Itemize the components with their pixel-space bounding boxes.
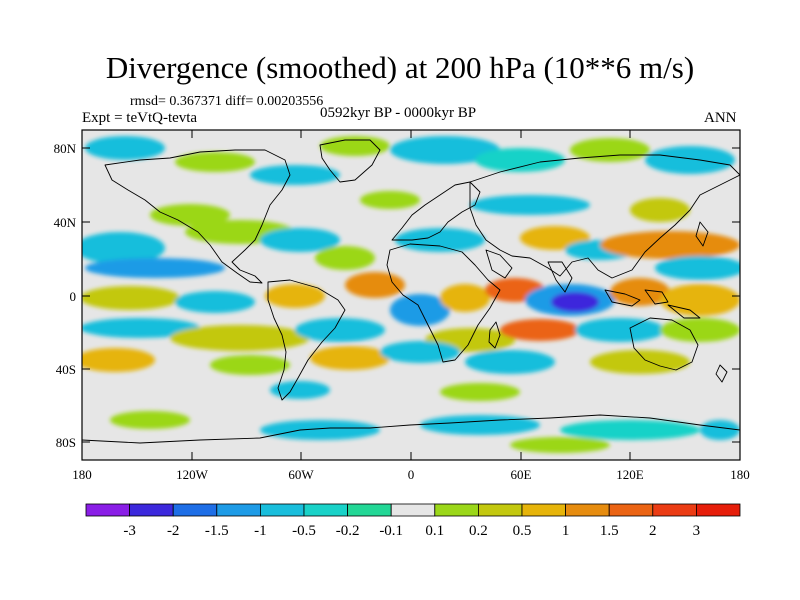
colorbar-swatch [696, 503, 741, 517]
colorbar-label: 1.5 [600, 523, 619, 539]
colorbar-label: -0.2 [336, 523, 360, 539]
lat-tick-label: 40N [54, 215, 77, 230]
colorbar-label: -0.5 [292, 523, 316, 539]
colorbar-label: -1 [254, 523, 267, 539]
lon-tick-label: 60E [511, 467, 532, 482]
statistics-text: rmsd= 0.367371 diff= 0.00203556 [130, 94, 324, 109]
lon-tick-label: 60W [288, 467, 314, 482]
colorbar-label: -1.5 [205, 523, 229, 539]
colorbar-swatch [303, 503, 348, 517]
period-label: 0592kyr BP - 0000kyr BP [320, 105, 477, 121]
experiment-label: Expt = teVtQ-tevta [82, 110, 198, 126]
lon-tick-label: 0 [408, 467, 415, 482]
colorbar-swatch [390, 503, 436, 517]
lat-tick-label: 0 [70, 289, 77, 304]
colorbar-label: 3 [693, 523, 701, 539]
lon-tick-label: 180 [72, 467, 92, 482]
colorbar-swatch [608, 503, 654, 517]
colorbar-swatch [259, 503, 305, 517]
colorbar-label: 0.1 [425, 523, 444, 539]
colorbar-swatch [652, 503, 697, 517]
lat-tick-label: 40S [56, 362, 76, 377]
season-label: ANN [704, 110, 737, 126]
colorbar-label: 0.2 [469, 523, 488, 539]
colorbar-label: 2 [649, 523, 657, 539]
colorbar: -3 -2 -1.5 -1 -0.5 -0.2 -0.1 0.1 0.2 0.5 1 1.5 2 3 [85, 503, 741, 539]
lon-tick-label: 180 [730, 467, 750, 482]
colorbar-label: 0.5 [513, 523, 532, 539]
colorbar-swatch [434, 503, 479, 517]
lon-tick-label: 120W [176, 467, 209, 482]
colorbar-swatch [565, 503, 610, 517]
colorbar-label: -3 [123, 523, 136, 539]
colorbar-label: 1 [562, 523, 570, 539]
colorbar-label: -2 [167, 523, 180, 539]
colorbar-swatch [172, 503, 218, 517]
map-title: Divergence (smoothed) at 200 hPa (10**6 … [105, 50, 695, 85]
lon-tick-label: 120E [616, 467, 644, 482]
colorbar-swatch [85, 503, 130, 517]
colorbar-swatch [129, 503, 174, 517]
colorbar-swatch [347, 503, 392, 517]
lat-tick-label: 80S [56, 435, 76, 450]
colorbar-swatch [521, 503, 566, 517]
colorbar-swatch [216, 503, 261, 517]
lat-tick-label: 80N [54, 141, 77, 156]
colorbar-label: -0.1 [379, 523, 403, 539]
divergence-field [82, 136, 740, 453]
colorbar-swatch [477, 503, 523, 517]
